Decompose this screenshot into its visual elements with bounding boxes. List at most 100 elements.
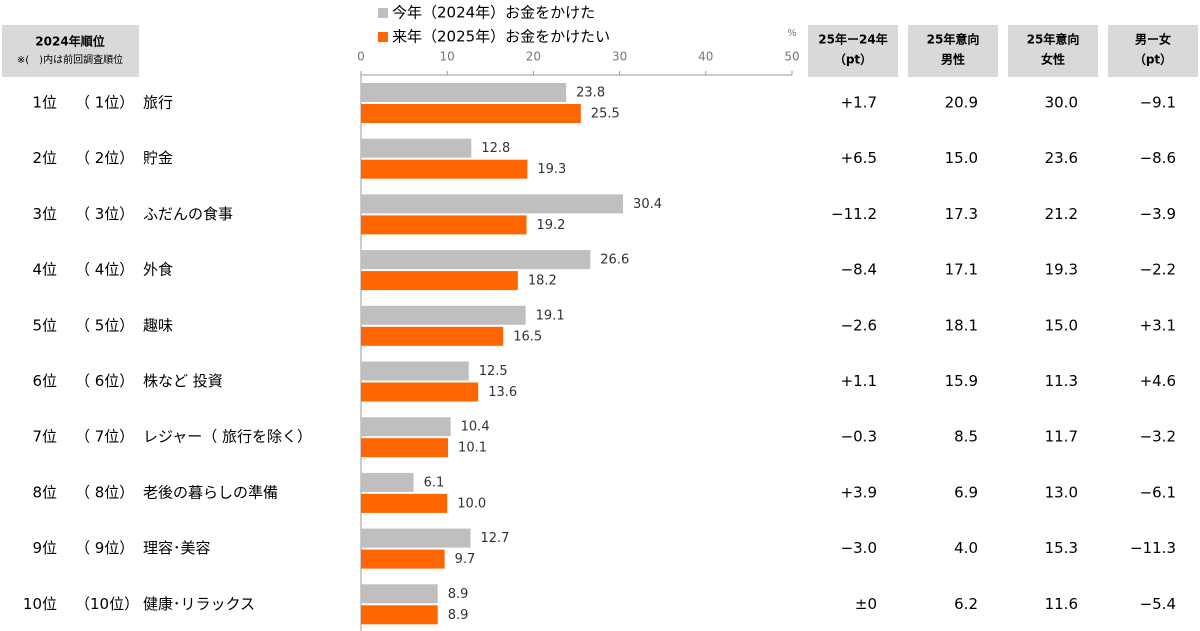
value-label: 18.2 <box>528 274 557 289</box>
table-cell: 8.5 <box>954 428 978 446</box>
bar <box>361 104 581 123</box>
table-cell: +4.6 <box>1140 372 1176 390</box>
bar <box>361 138 472 158</box>
bar <box>361 271 518 291</box>
table-cell: +1.7 <box>841 94 877 112</box>
table-cell: 11.7 <box>1045 428 1078 446</box>
rank: 3位 <box>32 205 57 223</box>
category-label: 理容･美容 <box>143 539 211 557</box>
bar <box>361 549 445 569</box>
column-header-box <box>808 25 898 77</box>
legend-label: 今年（2024年）お金をかけた <box>392 4 595 22</box>
bar <box>361 493 448 513</box>
value-label: 19.1 <box>536 308 565 323</box>
x-tick-label: 10 <box>440 50 455 64</box>
previous-rank: （ 5位） <box>75 316 134 334</box>
rank-note: ※( )内は前回調査順位 <box>17 53 123 66</box>
table-cell: 18.1 <box>945 316 978 334</box>
bar <box>361 528 471 548</box>
table-cell: 15.3 <box>1045 539 1078 557</box>
x-unit: % <box>787 28 797 39</box>
bar <box>361 326 504 346</box>
previous-rank: （ 3位） <box>75 205 134 223</box>
bar <box>361 215 527 235</box>
table-cell: +6.5 <box>841 149 877 167</box>
column-header: （pt） <box>834 52 872 67</box>
category-label: 貯金 <box>143 149 173 167</box>
rank: 5位 <box>32 316 57 334</box>
bar <box>361 159 528 179</box>
category-label: 老後の暮らしの準備 <box>143 483 278 501</box>
value-label: 10.0 <box>457 496 486 511</box>
previous-rank: （ 6位） <box>75 372 134 390</box>
x-tick-label: 30 <box>612 50 627 64</box>
bar <box>361 83 567 102</box>
table-cell: +3.1 <box>1140 316 1176 334</box>
table-cell: 17.1 <box>945 261 978 279</box>
bar <box>361 361 469 381</box>
table-cell: 11.6 <box>1045 595 1078 613</box>
legend-swatch <box>378 8 388 18</box>
bar <box>361 605 438 625</box>
bar <box>361 382 479 402</box>
rank: 10位 <box>23 595 57 613</box>
table-cell: −2.6 <box>841 316 877 334</box>
value-label: 8.9 <box>448 608 469 623</box>
table-cell: ±0 <box>855 595 877 613</box>
value-label: 23.8 <box>576 86 605 101</box>
previous-rank: （ 7位） <box>75 428 134 446</box>
category-label: 株など 投資 <box>143 372 223 390</box>
column-header: 女性 <box>1041 52 1065 67</box>
table-cell: −11.2 <box>831 205 877 223</box>
table-cell: 11.3 <box>1045 372 1078 390</box>
table-cell: 23.6 <box>1045 149 1078 167</box>
bar <box>361 584 438 604</box>
bar <box>361 438 449 458</box>
table-cell: 30.0 <box>1045 94 1078 112</box>
rank: 9位 <box>32 539 57 557</box>
value-label: 6.1 <box>424 475 445 490</box>
table-cell: 19.3 <box>1045 261 1078 279</box>
table-cell: 15.0 <box>1045 316 1078 334</box>
value-label: 10.4 <box>461 420 490 435</box>
table-cell: −3.9 <box>1140 205 1176 223</box>
category-label: レジャー（ 旅行を除く） <box>143 428 312 446</box>
column-header: 男ー女 <box>1135 32 1171 47</box>
rank: 8位 <box>32 483 57 501</box>
value-label: 12.7 <box>480 531 509 546</box>
value-label: 30.4 <box>633 197 662 212</box>
rank: 6位 <box>32 372 57 390</box>
table-cell: 15.0 <box>945 149 978 167</box>
value-label: 19.3 <box>537 162 566 177</box>
x-tick-label: 50 <box>784 50 799 64</box>
table-cell: 6.2 <box>954 595 978 613</box>
value-label: 9.7 <box>455 552 476 567</box>
bar <box>361 194 624 214</box>
bar <box>361 305 526 325</box>
column-header: 25年意向 <box>1027 32 1080 47</box>
rank: 7位 <box>32 428 57 446</box>
value-label: 12.8 <box>481 141 510 156</box>
column-header: 25年意向 <box>927 32 980 47</box>
value-label: 8.9 <box>448 587 469 602</box>
table-cell: −2.2 <box>1140 261 1176 279</box>
table-cell: −6.1 <box>1140 483 1176 501</box>
legend-swatch <box>378 32 388 42</box>
category-label: 外食 <box>143 261 173 279</box>
table-cell: 17.3 <box>945 205 978 223</box>
table-cell: +3.9 <box>841 483 877 501</box>
value-label: 25.5 <box>591 107 620 122</box>
column-header: 男性 <box>941 52 965 67</box>
table-cell: −11.3 <box>1130 539 1176 557</box>
previous-rank: （ 1位） <box>75 94 134 112</box>
value-label: 10.1 <box>458 441 487 456</box>
x-tick-label: 20 <box>526 50 541 64</box>
previous-rank: （ 2位） <box>75 149 134 167</box>
legend-label: 来年（2025年）お金をかけたい <box>392 28 610 46</box>
table-cell: 6.9 <box>954 483 978 501</box>
bar <box>361 417 451 437</box>
table-cell: 20.9 <box>945 94 978 112</box>
previous-rank: （ 9位） <box>75 539 134 557</box>
table-cell: −5.4 <box>1140 595 1176 613</box>
column-header: 25年ー24年 <box>818 32 887 47</box>
